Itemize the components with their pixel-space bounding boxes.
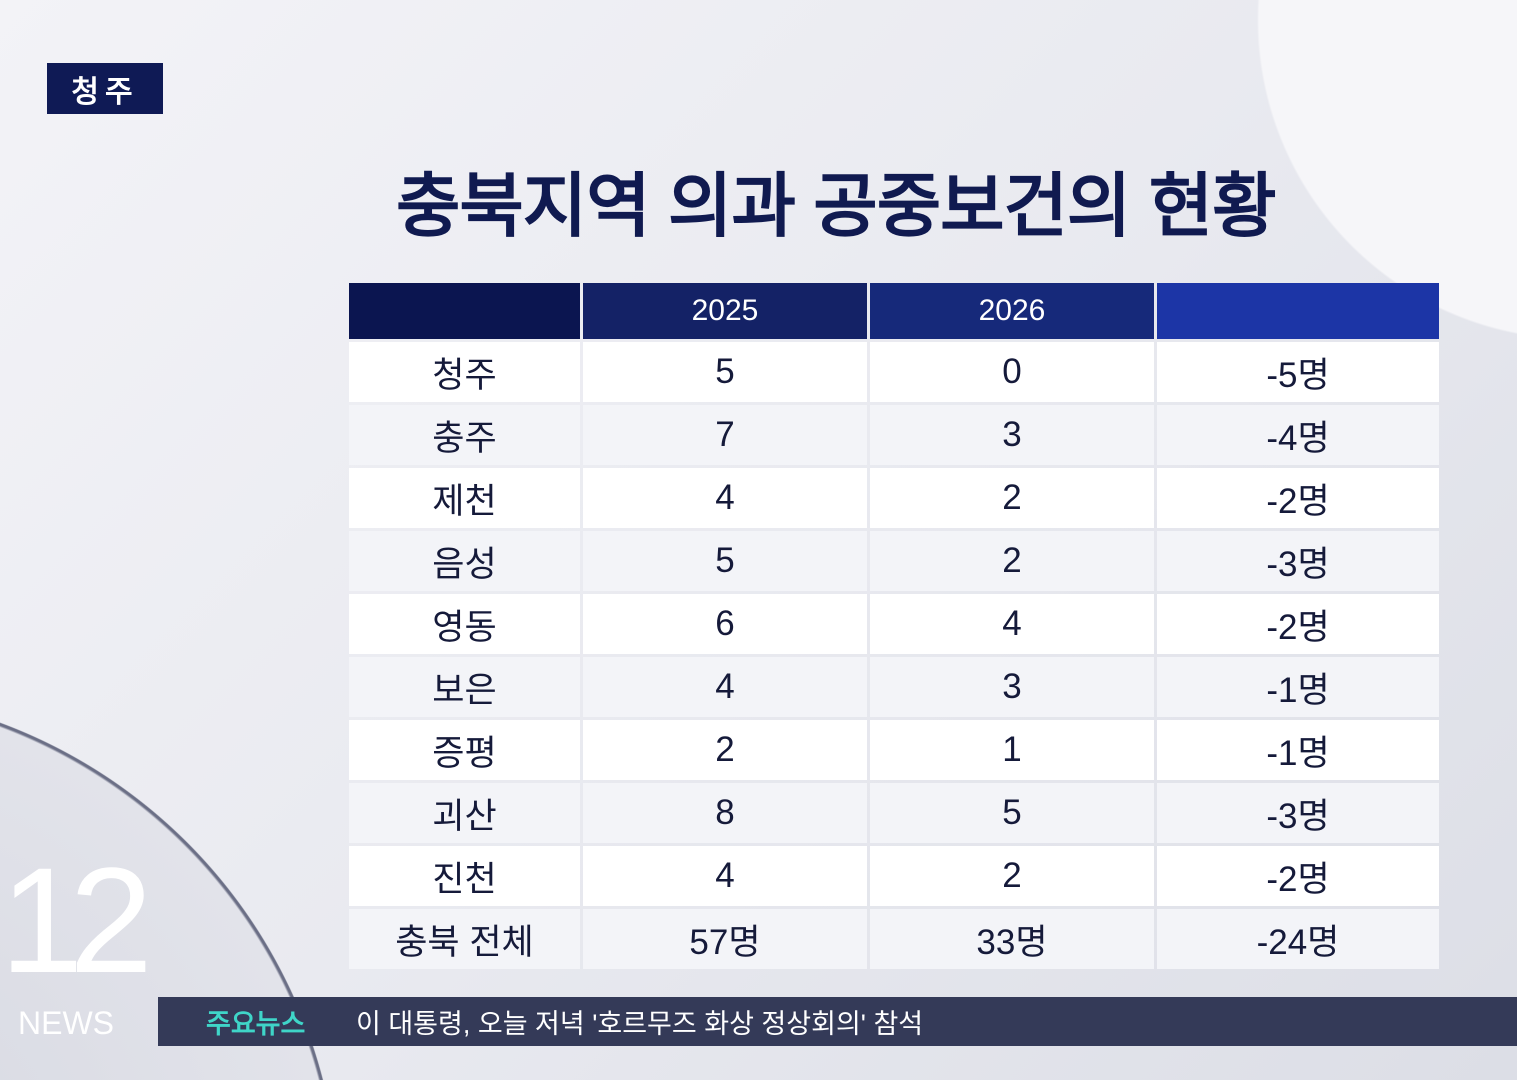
value-cell: 5 [583, 531, 867, 591]
news-ticker: 주요뉴스 이 대통령, 오늘 저녁 '호르무즈 화상 정상회의' 참석 [158, 997, 1517, 1046]
location-badge: 청주 [47, 63, 163, 114]
value-cell: -1명 [1157, 720, 1439, 780]
ticker-headline: 이 대통령, 오늘 저녁 '호르무즈 화상 정상회의' 참석 [356, 1009, 924, 1039]
value-cell: -3명 [1157, 531, 1439, 591]
value-cell: 3 [870, 657, 1154, 717]
table-row: 영동 6 4 -2명 [349, 594, 1439, 654]
ticker-label: 주요뉴스 [206, 1009, 306, 1039]
region-cell: 괴산 [349, 783, 580, 843]
value-cell: 0 [870, 342, 1154, 402]
header-cell [349, 283, 580, 339]
region-cell: 충주 [349, 405, 580, 465]
table-header-row: 2025 2026 [349, 283, 1439, 339]
region-cell: 청주 [349, 342, 580, 402]
table-row: 진천 4 2 -2명 [349, 846, 1439, 906]
channel-logo-text: NEWS [18, 1005, 114, 1041]
region-cell: 보은 [349, 657, 580, 717]
value-cell: 5 [870, 783, 1154, 843]
table-row: 충북 전체 57명 33명 -24명 [349, 909, 1439, 969]
value-cell: -1명 [1157, 657, 1439, 717]
value-cell: -5명 [1157, 342, 1439, 402]
value-cell: 2 [583, 720, 867, 780]
value-cell: 2 [870, 531, 1154, 591]
region-cell: 제천 [349, 468, 580, 528]
value-cell: 4 [583, 846, 867, 906]
data-table: 2025 2026 청주 5 0 -5명 충주 7 3 -4명 제천 4 2 -2명 음성 5 2 -3명 영동… [346, 280, 1442, 972]
region-cell: 영동 [349, 594, 580, 654]
page-title: 충북지역 의과 공중보건의 현황 [396, 167, 1277, 245]
value-cell: 7 [583, 405, 867, 465]
header-cell: 2026 [870, 283, 1154, 339]
value-cell: -2명 [1157, 594, 1439, 654]
region-cell: 증평 [349, 720, 580, 780]
region-cell: 진천 [349, 846, 580, 906]
table-row: 청주 5 0 -5명 [349, 342, 1439, 402]
header-cell: 2025 [583, 283, 867, 339]
value-cell: 5 [583, 342, 867, 402]
table-row: 괴산 8 5 -3명 [349, 783, 1439, 843]
table-row: 음성 5 2 -3명 [349, 531, 1439, 591]
channel-logo-number: 12 [0, 836, 153, 1004]
value-cell: 4 [583, 657, 867, 717]
value-cell: 6 [583, 594, 867, 654]
table-row: 충주 7 3 -4명 [349, 405, 1439, 465]
value-cell: 1 [870, 720, 1154, 780]
value-cell: 2 [870, 468, 1154, 528]
value-cell: -3명 [1157, 783, 1439, 843]
value-cell: 8 [583, 783, 867, 843]
region-cell: 음성 [349, 531, 580, 591]
table-row: 증평 2 1 -1명 [349, 720, 1439, 780]
value-cell: -2명 [1157, 468, 1439, 528]
value-cell: -24명 [1157, 909, 1439, 969]
value-cell: 2 [870, 846, 1154, 906]
value-cell: 33명 [870, 909, 1154, 969]
table-row: 제천 4 2 -2명 [349, 468, 1439, 528]
table-row: 보은 4 3 -1명 [349, 657, 1439, 717]
value-cell: -2명 [1157, 846, 1439, 906]
value-cell: -4명 [1157, 405, 1439, 465]
value-cell: 3 [870, 405, 1154, 465]
value-cell: 57명 [583, 909, 867, 969]
header-cell [1157, 283, 1439, 339]
value-cell: 4 [583, 468, 867, 528]
region-cell: 충북 전체 [349, 909, 580, 969]
value-cell: 4 [870, 594, 1154, 654]
